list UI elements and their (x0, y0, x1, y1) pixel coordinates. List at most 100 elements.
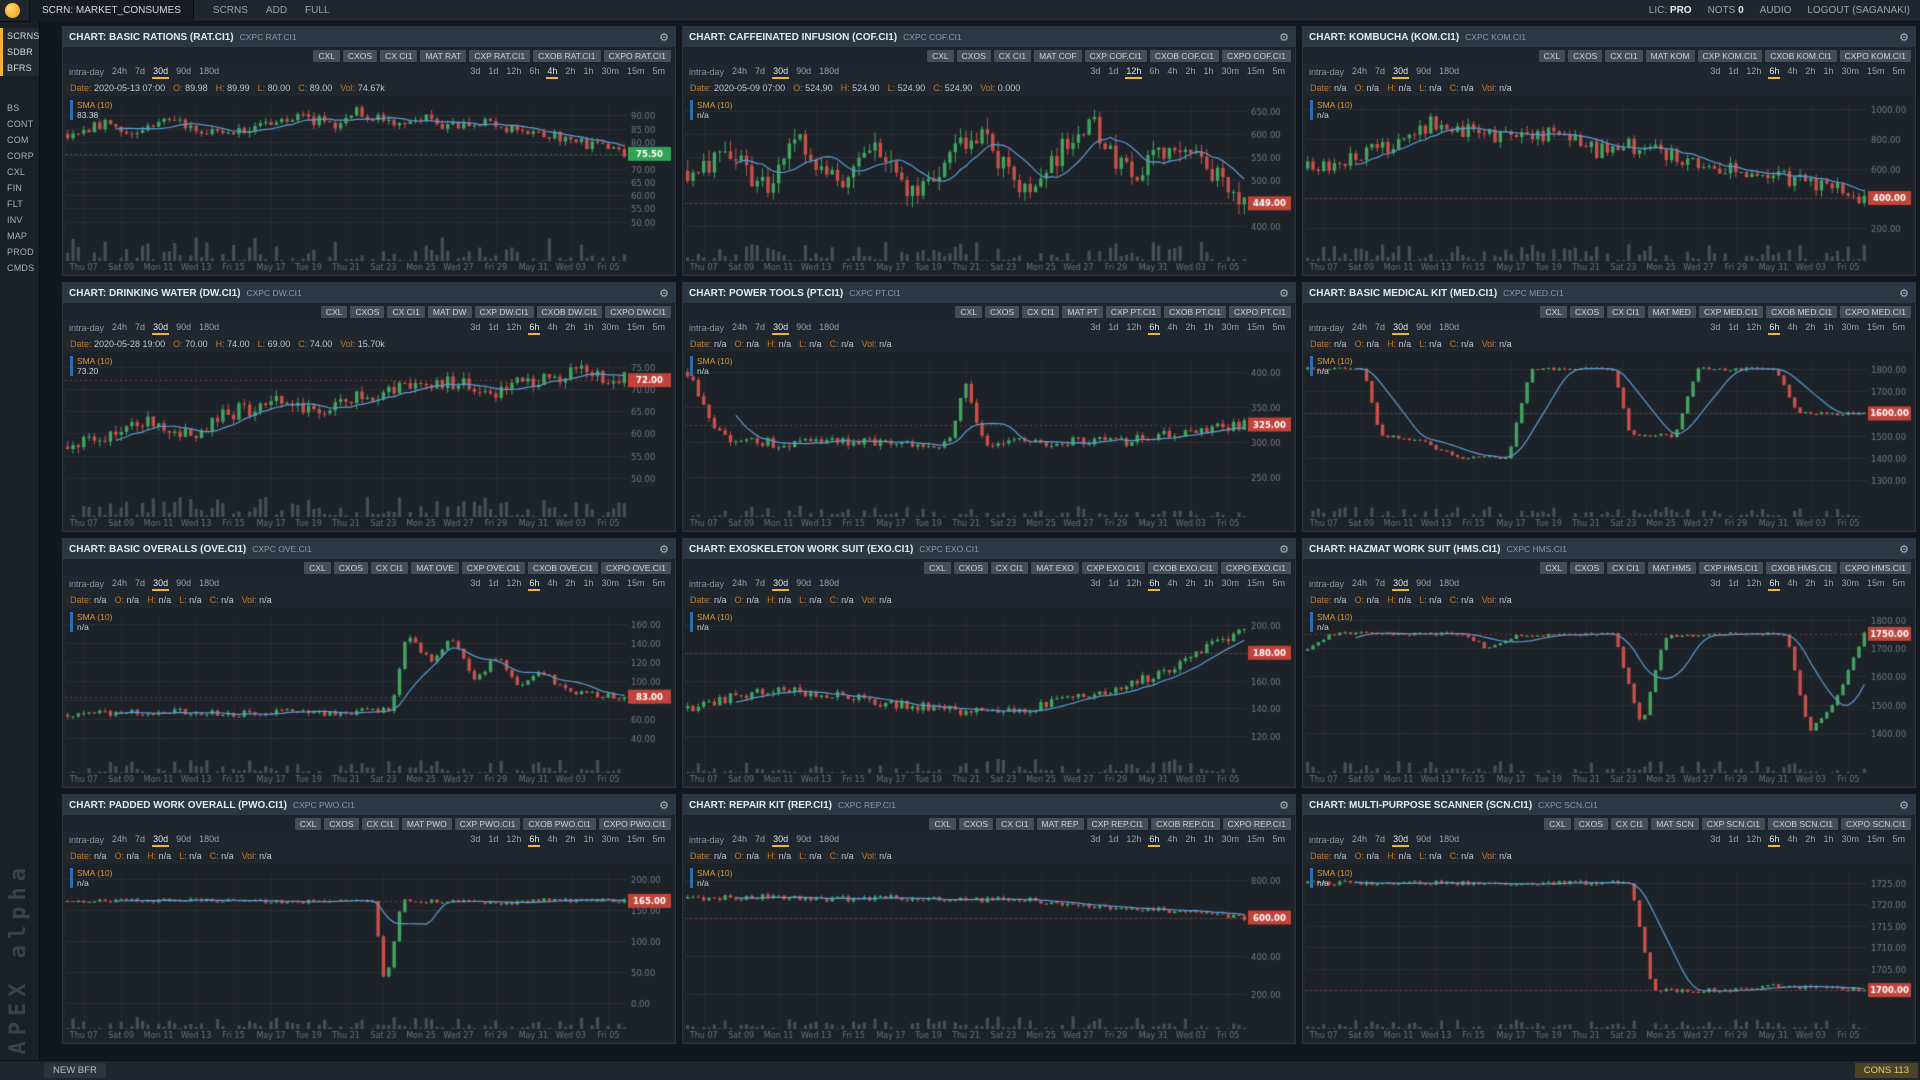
timeframe-30d[interactable]: 30d (1392, 578, 1410, 591)
timeframe-6h[interactable]: 6h (1768, 834, 1781, 847)
timeframe-15m[interactable]: 15m (1866, 577, 1885, 588)
chip-mat-pwo[interactable]: MAT PWO (401, 817, 452, 830)
timeframe-30d[interactable]: 30d (152, 834, 170, 847)
chip-cxl[interactable]: CXL (1538, 49, 1566, 62)
timeframe-4h[interactable]: 4h (1167, 321, 1178, 332)
timeframe-24h[interactable]: 24h (732, 833, 748, 844)
timeframe-1h[interactable]: 1h (1823, 577, 1834, 588)
timeframe-180d[interactable]: 180d (1439, 577, 1460, 588)
timeframe-1h[interactable]: 1h (1823, 65, 1834, 76)
timeframe-2h[interactable]: 2h (1185, 65, 1196, 76)
chip-cxob-cof-ci1[interactable]: CXOB COF.CI1 (1149, 49, 1219, 62)
timeframe-3d[interactable]: 3d (1090, 321, 1101, 332)
gear-icon[interactable]: ⚙ (1899, 31, 1909, 44)
timeframe-90d[interactable]: 90d (1416, 577, 1432, 588)
timeframe-6h[interactable]: 6h (1149, 65, 1160, 76)
timeframe-1d[interactable]: 1d (1108, 833, 1119, 844)
timeframe-24h[interactable]: 24h (732, 65, 748, 76)
chip-cxos[interactable]: CXOS (1573, 817, 1608, 830)
timeframe-5m[interactable]: 5m (1892, 321, 1905, 332)
timeframe-15m[interactable]: 15m (626, 321, 645, 332)
price-chart-canvas[interactable] (685, 864, 1293, 1041)
timeframe-1d[interactable]: 1d (488, 321, 499, 332)
timeframe-7d[interactable]: 7d (135, 577, 146, 588)
timeframe-1d[interactable]: 1d (1108, 577, 1119, 588)
timeframe-3d[interactable]: 3d (1710, 833, 1721, 844)
chip-cxl[interactable]: CXL (924, 561, 951, 574)
timeframe-3d[interactable]: 3d (1090, 577, 1101, 588)
chip-cxl[interactable]: CXL (1540, 561, 1568, 574)
screen-name-box[interactable]: SCRN: MARKET_CONSUMES (29, 0, 194, 22)
chip-cx-ci1[interactable]: CX CI1 (990, 561, 1029, 574)
timeframe-5m[interactable]: 5m (652, 833, 665, 844)
timeframe-6h[interactable]: 6h (1768, 322, 1781, 335)
timeframe-5m[interactable]: 5m (1892, 577, 1905, 588)
panel-header[interactable]: CHART: BASIC OVERALLS (OVE.CI1) CXPC OVE… (63, 539, 675, 559)
panel-header[interactable]: CHART: CAFFEINATED INFUSION (COF.CI1) CX… (683, 27, 1295, 47)
timeframe-30d[interactable]: 30d (152, 322, 170, 335)
timeframe-7d[interactable]: 7d (1375, 577, 1386, 588)
sidebar-item-cmds[interactable]: CMDS (7, 263, 35, 273)
panel-header[interactable]: CHART: MULTI-PURPOSE SCANNER (SCN.CI1) C… (1303, 795, 1915, 815)
timeframe-4h[interactable]: 4h (1167, 65, 1178, 76)
timeframe-30d[interactable]: 30d (152, 66, 170, 79)
sidebar-item-map[interactable]: MAP (7, 231, 28, 241)
chip-mat-cof[interactable]: MAT COF (1034, 49, 1082, 62)
chip-cxp-rat-ci1[interactable]: CXP RAT.CI1 (469, 49, 531, 62)
chip-mat-exo[interactable]: MAT EXO (1031, 561, 1079, 574)
timeframe-12h[interactable]: 12h (1126, 321, 1142, 332)
gear-icon[interactable]: ⚙ (1279, 31, 1289, 44)
timeframe-24h[interactable]: 24h (112, 833, 128, 844)
chip-cxos[interactable]: CXOS (1570, 561, 1605, 574)
timeframe-5m[interactable]: 5m (652, 321, 665, 332)
timeframe-12h[interactable]: 12h (1746, 833, 1762, 844)
chip-cxpo-exo-ci1[interactable]: CXPO EXO.CI1 (1221, 561, 1291, 574)
chip-mat-dw[interactable]: MAT DW (427, 305, 472, 318)
timeframe-30m[interactable]: 30m (1221, 321, 1239, 332)
chip-cxp-kom-ci1[interactable]: CXP KOM.CI1 (1697, 49, 1763, 62)
timeframe-15m[interactable]: 15m (1246, 577, 1265, 588)
timeframe-2h[interactable]: 2h (565, 321, 576, 332)
chip-cx-ci1[interactable]: CX CI1 (361, 817, 399, 830)
chip-mat-hms[interactable]: MAT HMS (1647, 561, 1696, 574)
sidebar-item-fin[interactable]: FIN (7, 183, 23, 193)
timeframe-180d[interactable]: 180d (199, 833, 220, 844)
timeframe-1d[interactable]: 1d (1728, 833, 1739, 844)
timeframe-7d[interactable]: 7d (755, 321, 766, 332)
timeframe-2h[interactable]: 2h (565, 833, 576, 844)
timeframe-4h[interactable]: 4h (547, 321, 558, 332)
chip-cxos[interactable]: CXOS (1570, 305, 1605, 318)
timeframe-15m[interactable]: 15m (626, 577, 645, 588)
timeframe-1d[interactable]: 1d (1728, 577, 1739, 588)
timeframe-7d[interactable]: 7d (755, 833, 766, 844)
sidebar-item-prod[interactable]: PROD (7, 247, 34, 257)
chip-cxp-dw-ci1[interactable]: CXP DW.CI1 (474, 305, 534, 318)
chip-cxp-rep-ci1[interactable]: CXP REP.CI1 (1086, 817, 1149, 830)
price-chart-canvas[interactable] (685, 352, 1293, 529)
timeframe-24h[interactable]: 24h (1352, 321, 1368, 332)
timeframe-12h[interactable]: 12h (1746, 65, 1762, 76)
timeframe-2h[interactable]: 2h (1805, 577, 1816, 588)
sidebar-item-cont[interactable]: CONT (7, 119, 34, 129)
timeframe-90d[interactable]: 90d (176, 321, 192, 332)
timeframe-1d[interactable]: 1d (488, 833, 499, 844)
chip-cxl[interactable]: CXL (1544, 817, 1571, 830)
timeframe-90d[interactable]: 90d (176, 65, 192, 76)
sidebar-item-flt[interactable]: FLT (7, 199, 23, 209)
chip-cxos[interactable]: CXOS (984, 305, 1020, 318)
timeframe-7d[interactable]: 7d (755, 65, 766, 76)
chip-cxos[interactable]: CXOS (953, 561, 988, 574)
timeframe-24h[interactable]: 24h (1352, 833, 1368, 844)
sidebar-item-inv[interactable]: INV (7, 215, 23, 225)
timeframe-30d[interactable]: 30d (1392, 322, 1410, 335)
sidebar-item-bs[interactable]: BS (7, 103, 20, 113)
chip-mat-pt[interactable]: MAT PT (1062, 305, 1103, 318)
chip-cxp-cof-ci1[interactable]: CXP COF.CI1 (1084, 49, 1147, 62)
panel-header[interactable]: CHART: KOMBUCHA (KOM.CI1) CXPC KOM.CI1 ⚙ (1303, 27, 1915, 47)
timeframe-6h[interactable]: 6h (528, 578, 541, 591)
timeframe-1h[interactable]: 1h (1823, 321, 1834, 332)
topbar-button-add[interactable]: ADD (265, 5, 288, 16)
timeframe-1h[interactable]: 1h (1203, 65, 1214, 76)
chip-cx-ci1[interactable]: CX CI1 (993, 49, 1032, 62)
timeframe-2h[interactable]: 2h (565, 577, 576, 588)
